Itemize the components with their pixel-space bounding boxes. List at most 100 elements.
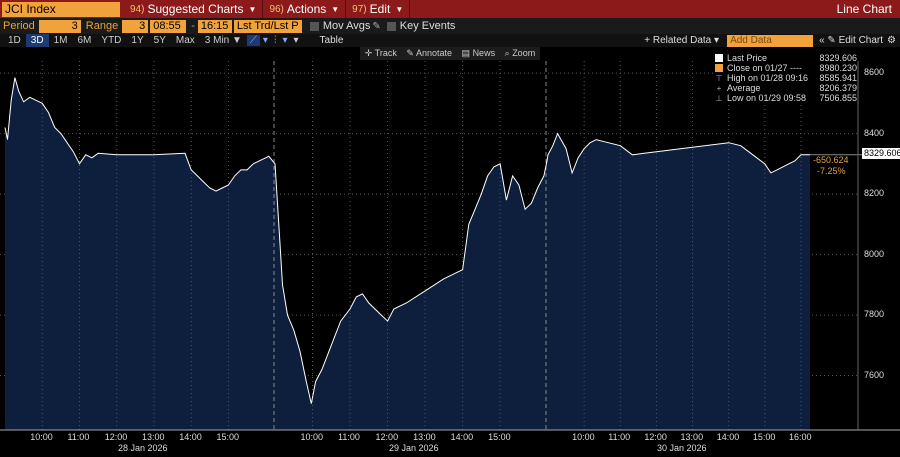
up-arrow-icon: ⊤ bbox=[715, 73, 723, 83]
edit-menu[interactable]: 97) Edit ▼ bbox=[346, 0, 411, 18]
y-tick-label: 8400 bbox=[864, 127, 885, 138]
menu-label: Suggested Charts bbox=[147, 2, 244, 16]
range-5y-button[interactable]: 5Y bbox=[153, 35, 166, 46]
suggested-charts-menu[interactable]: 94) Suggested Charts ▼ bbox=[124, 0, 264, 18]
key-events-label: Key Events bbox=[399, 20, 456, 32]
range-1d-button[interactable]: 1D bbox=[8, 35, 21, 46]
change-pct: -7.25% bbox=[817, 166, 846, 176]
track-tool[interactable]: ✛ Track bbox=[364, 48, 397, 58]
range-3d-button[interactable]: 3D bbox=[25, 34, 49, 47]
y-tick-label: 8200 bbox=[864, 188, 885, 199]
time-separator: - bbox=[191, 20, 195, 32]
x-tick-label: 16:00 bbox=[788, 432, 812, 442]
range-ytd-button[interactable]: YTD bbox=[101, 35, 122, 46]
candle-chart-icon[interactable]: ⫶ bbox=[273, 35, 277, 46]
legend-value: 8329.606 bbox=[819, 53, 857, 63]
interval-label: 3 Min bbox=[204, 35, 230, 46]
x-tick-label: 12:00 bbox=[375, 432, 399, 442]
x-tick-label: 12:00 bbox=[644, 432, 667, 442]
x-date-label: 28 Jan 2026 bbox=[118, 443, 168, 453]
key-events-checkbox[interactable] bbox=[386, 21, 396, 31]
more-caret-icon[interactable]: ▾ bbox=[293, 35, 299, 46]
edit-chart-label: Edit Chart bbox=[838, 35, 884, 46]
change-abs: -650.624 bbox=[813, 155, 849, 165]
menu-number: 94) bbox=[130, 3, 145, 15]
x-tick-label: 15:00 bbox=[752, 432, 776, 442]
period-label: Period bbox=[3, 20, 35, 32]
top-menu: 94) Suggested Charts ▼ 96) Actions ▼ 97)… bbox=[124, 0, 411, 18]
period-controls: Period 3 Range 3 08:55 - 16:15 Lst Trd/L… bbox=[0, 18, 900, 34]
start-time-input[interactable]: 08:55 bbox=[150, 19, 187, 33]
end-time-input[interactable]: 16:15 bbox=[197, 19, 232, 33]
legend-value: 8206.379 bbox=[819, 83, 857, 93]
edit-chart-button[interactable]: « ✎ Edit Chart bbox=[819, 35, 884, 46]
menu-number: 97) bbox=[352, 3, 367, 15]
ticker-input[interactable]: JCI Index bbox=[2, 1, 120, 17]
caret-down-icon: ▼ bbox=[395, 4, 404, 14]
range-1y-button[interactable]: 1Y bbox=[131, 35, 144, 46]
legend-label: High on 01/28 09:16 bbox=[727, 73, 809, 83]
y-tick-label: 8600 bbox=[864, 67, 885, 78]
mov-avgs-label: Mov Avgs bbox=[322, 20, 371, 32]
zoom-label: Zoom bbox=[512, 48, 536, 58]
x-tick-label: 11:00 bbox=[608, 432, 631, 442]
pencil-icon[interactable]: ✎ bbox=[372, 20, 381, 32]
price-chart: ✛ Track ✎ Annotate ▤ News ⌕ Zoom Last Pr… bbox=[0, 47, 900, 457]
orange-box-icon bbox=[715, 64, 723, 72]
range-6m-button[interactable]: 6M bbox=[77, 35, 92, 46]
interval-select[interactable]: 3 Min ▼ bbox=[204, 35, 242, 46]
range-1m-button[interactable]: 1M bbox=[53, 35, 68, 46]
caret-down-icon[interactable]: ▾ bbox=[282, 35, 288, 46]
legend-label: Close on 01/27 ---- bbox=[727, 63, 803, 73]
annotate-tool[interactable]: ✎ Annotate bbox=[406, 48, 452, 58]
x-tick-label: 12:00 bbox=[104, 432, 128, 442]
legend-value: 7506.855 bbox=[819, 93, 857, 103]
legend-label: Average bbox=[727, 83, 761, 93]
table-button[interactable]: Table bbox=[319, 35, 344, 46]
caret-down-icon[interactable]: ▾ bbox=[262, 35, 268, 46]
range-max-button[interactable]: Max bbox=[175, 35, 195, 46]
x-tick-label: 14:00 bbox=[179, 432, 202, 442]
chart-type-label: Line Chart bbox=[836, 2, 892, 16]
x-tick-label: 15:00 bbox=[488, 432, 511, 442]
caret-down-icon: ▼ bbox=[248, 4, 257, 14]
x-tick-label: 10:00 bbox=[300, 432, 324, 442]
y-tick-label: 7600 bbox=[864, 369, 885, 380]
track-label: Track bbox=[374, 48, 397, 58]
zoom-tool[interactable]: ⌕ Zoom bbox=[504, 48, 536, 58]
title-bar: JCI Index 94) Suggested Charts ▼ 96) Act… bbox=[0, 0, 900, 18]
x-tick-label: 13:00 bbox=[141, 432, 165, 442]
related-data-label: + Related Data bbox=[644, 35, 712, 46]
down-arrow-icon: ⊥ bbox=[715, 93, 723, 103]
line-chart-icon[interactable]: ⟋ bbox=[246, 35, 260, 46]
chart-plot[interactable] bbox=[0, 47, 900, 457]
x-tick-label: 14:00 bbox=[716, 432, 740, 442]
study-select[interactable]: Lst Trd/Lst P bbox=[233, 19, 302, 33]
white-box-icon bbox=[715, 54, 723, 62]
price-line bbox=[4, 77, 810, 404]
gear-icon[interactable]: ⚙ bbox=[887, 35, 896, 46]
legend-row: ⊤ High on 01/28 09:16 8585.941 bbox=[715, 73, 857, 83]
chart-tool-strip: ✛ Track ✎ Annotate ▤ News ⌕ Zoom bbox=[360, 47, 540, 60]
range-label: Range bbox=[85, 20, 119, 32]
x-tick-label: 10:00 bbox=[572, 432, 595, 442]
legend-value: 8585.941 bbox=[819, 73, 857, 83]
caret-down-icon: ▼ bbox=[331, 4, 340, 14]
range-input[interactable]: 3 bbox=[122, 19, 149, 33]
x-date-label: 29 Jan 2026 bbox=[389, 443, 439, 453]
y-tick-label: 7800 bbox=[864, 309, 885, 320]
mov-avgs-checkbox[interactable] bbox=[309, 21, 319, 31]
x-tick-label: 11:00 bbox=[338, 432, 360, 442]
period-input[interactable]: 3 bbox=[38, 19, 81, 33]
related-data-button[interactable]: + Related Data ▾ bbox=[644, 35, 720, 46]
x-date-label: 30 Jan 2026 bbox=[657, 443, 707, 453]
legend-row: ⊥ Low on 01/29 09:58 7506.855 bbox=[715, 93, 857, 103]
actions-menu[interactable]: 96) Actions ▼ bbox=[263, 0, 347, 18]
x-tick-label: 14:00 bbox=[450, 432, 474, 442]
add-data-input[interactable]: Add Data bbox=[727, 34, 814, 47]
news-tool[interactable]: ▤ News bbox=[461, 48, 496, 58]
legend-label: Low on 01/29 09:58 bbox=[727, 93, 807, 103]
menu-label: Actions bbox=[286, 2, 327, 16]
legend-row: Close on 01/27 ---- 8980.230 bbox=[715, 63, 857, 73]
price-area bbox=[5, 77, 810, 430]
